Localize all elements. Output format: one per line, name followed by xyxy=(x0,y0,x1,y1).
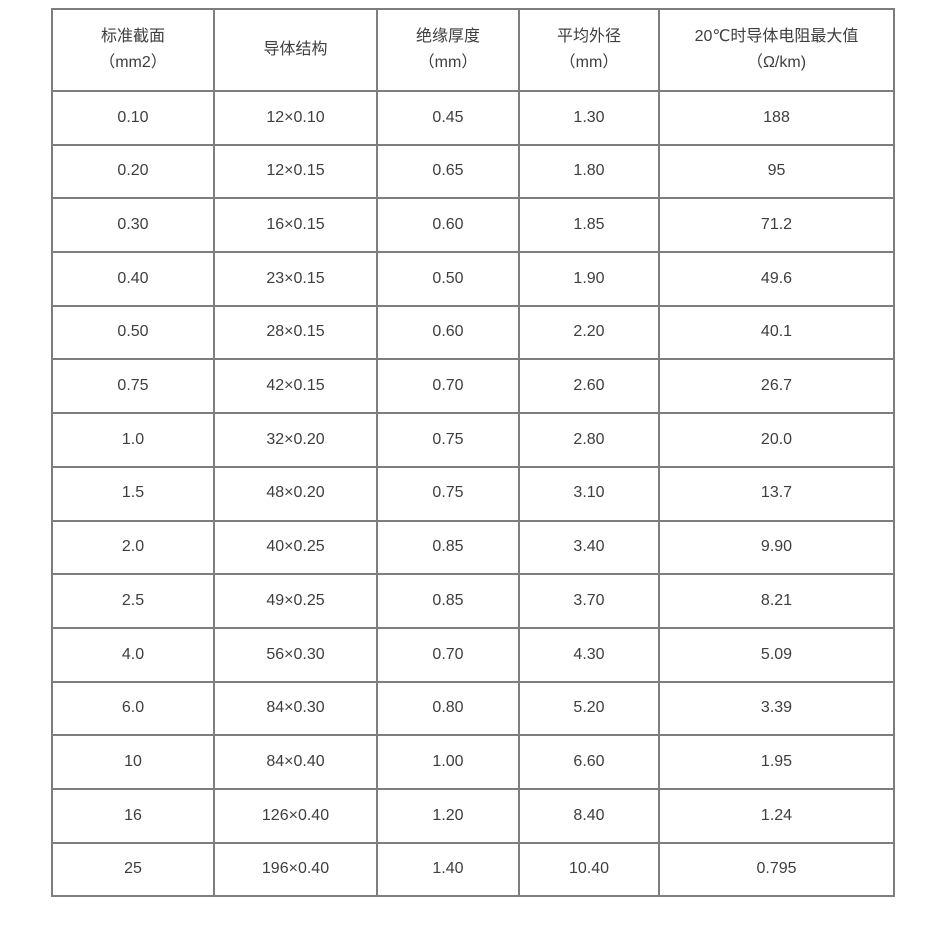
table-row: 1.0 32×0.20 0.75 2.80 20.0 xyxy=(51,412,895,468)
table-cell: 0.75 xyxy=(376,465,520,522)
table-cell: 49.6 xyxy=(658,251,895,307)
table-row: 2.0 40×0.25 0.85 3.40 9.90 xyxy=(51,519,895,576)
table-cell: 10.40 xyxy=(518,841,660,898)
table-cell: 188 xyxy=(658,90,895,146)
table-cell: 6.60 xyxy=(518,734,660,790)
table-cell: 0.85 xyxy=(376,519,520,576)
table-cell: 12×0.10 xyxy=(213,90,378,146)
table-row: 4.0 56×0.30 0.70 4.30 5.09 xyxy=(51,626,895,683)
column-header-max-conductor-resistance: 20℃时导体电阻最大值 （Ω/km) xyxy=(658,8,895,92)
column-header-standard-section: 标准截面 （mm2） xyxy=(51,8,215,92)
table-cell: 2.0 xyxy=(51,519,215,576)
table-cell: 42×0.15 xyxy=(213,358,378,415)
table-cell: 3.40 xyxy=(518,519,660,576)
table-row: 0.10 12×0.10 0.45 1.30 188 xyxy=(51,90,895,146)
table-cell: 84×0.30 xyxy=(213,680,378,737)
table-cell: 84×0.40 xyxy=(213,734,378,790)
table-row: 0.50 28×0.15 0.60 2.20 40.1 xyxy=(51,304,895,361)
table-cell: 196×0.40 xyxy=(213,841,378,898)
table-cell: 0.45 xyxy=(376,90,520,146)
table-cell: 0.75 xyxy=(376,412,520,468)
table-row: 16 126×0.40 1.20 8.40 1.24 xyxy=(51,787,895,844)
table-cell: 2.80 xyxy=(518,412,660,468)
table-cell: 0.60 xyxy=(376,197,520,254)
table-row: 0.40 23×0.15 0.50 1.90 49.6 xyxy=(51,251,895,307)
table-cell: 0.65 xyxy=(376,143,520,200)
table-cell: 40.1 xyxy=(658,304,895,361)
table-cell: 48×0.20 xyxy=(213,465,378,522)
table-cell: 16×0.15 xyxy=(213,197,378,254)
table-cell: 1.00 xyxy=(376,734,520,790)
table-header-row: 标准截面 （mm2） 导体结构 绝缘厚度 （mm） 平均外径 （mm） 20℃时… xyxy=(51,8,895,92)
column-header-insulation-thickness: 绝缘厚度 （mm） xyxy=(376,8,520,92)
page: 标准截面 （mm2） 导体结构 绝缘厚度 （mm） 平均外径 （mm） 20℃时… xyxy=(51,8,895,898)
column-header-average-outer-diameter: 平均外径 （mm） xyxy=(518,8,660,92)
table-cell: 0.40 xyxy=(51,251,215,307)
table-cell: 0.30 xyxy=(51,197,215,254)
table-cell: 1.90 xyxy=(518,251,660,307)
table-cell: 1.80 xyxy=(518,143,660,200)
table-cell: 1.24 xyxy=(658,787,895,844)
table-cell: 0.80 xyxy=(376,680,520,737)
table-cell: 0.75 xyxy=(51,358,215,415)
table-cell: 0.10 xyxy=(51,90,215,146)
table-cell: 23×0.15 xyxy=(213,251,378,307)
table-cell: 4.30 xyxy=(518,626,660,683)
table-cell: 6.0 xyxy=(51,680,215,737)
table-cell: 56×0.30 xyxy=(213,626,378,683)
table-body: 0.10 12×0.10 0.45 1.30 188 0.20 12×0.15 0.65 1.8… xyxy=(51,90,895,898)
table-row: 0.75 42×0.15 0.70 2.60 26.7 xyxy=(51,358,895,415)
table-cell: 49×0.25 xyxy=(213,573,378,629)
table-cell: 8.40 xyxy=(518,787,660,844)
table-cell: 40×0.25 xyxy=(213,519,378,576)
table-cell: 1.95 xyxy=(658,734,895,790)
table-row: 6.0 84×0.30 0.80 5.20 3.39 xyxy=(51,680,895,737)
table-cell: 1.20 xyxy=(376,787,520,844)
table-row: 0.30 16×0.15 0.60 1.85 71.2 xyxy=(51,197,895,254)
table-cell: 2.20 xyxy=(518,304,660,361)
table-cell: 1.40 xyxy=(376,841,520,898)
table-cell: 0.50 xyxy=(51,304,215,361)
table-row: 2.5 49×0.25 0.85 3.70 8.21 xyxy=(51,573,895,629)
table-cell: 0.60 xyxy=(376,304,520,361)
table-cell: 3.70 xyxy=(518,573,660,629)
table-row: 0.20 12×0.15 0.65 1.80 95 xyxy=(51,143,895,200)
table-cell: 10 xyxy=(51,734,215,790)
table-cell: 20.0 xyxy=(658,412,895,468)
table-cell: 2.5 xyxy=(51,573,215,629)
table-cell: 9.90 xyxy=(658,519,895,576)
table-cell: 2.60 xyxy=(518,358,660,415)
table-cell: 13.7 xyxy=(658,465,895,522)
table-cell: 3.39 xyxy=(658,680,895,737)
table-cell: 1.85 xyxy=(518,197,660,254)
table-cell: 5.20 xyxy=(518,680,660,737)
column-header-conductor-structure: 导体结构 xyxy=(213,8,378,92)
wire-spec-table: 标准截面 （mm2） 导体结构 绝缘厚度 （mm） 平均外径 （mm） 20℃时… xyxy=(51,8,895,898)
table-cell: 0.50 xyxy=(376,251,520,307)
table-row: 10 84×0.40 1.00 6.60 1.95 xyxy=(51,734,895,790)
table-cell: 0.70 xyxy=(376,626,520,683)
table-cell: 28×0.15 xyxy=(213,304,378,361)
table-cell: 5.09 xyxy=(658,626,895,683)
table-cell: 95 xyxy=(658,143,895,200)
table-cell: 1.5 xyxy=(51,465,215,522)
table-row: 1.5 48×0.20 0.75 3.10 13.7 xyxy=(51,465,895,522)
table-cell: 0.70 xyxy=(376,358,520,415)
table-cell: 4.0 xyxy=(51,626,215,683)
table-cell: 8.21 xyxy=(658,573,895,629)
table-cell: 3.10 xyxy=(518,465,660,522)
table-cell: 32×0.20 xyxy=(213,412,378,468)
table-cell: 0.20 xyxy=(51,143,215,200)
table-cell: 71.2 xyxy=(658,197,895,254)
table-cell: 126×0.40 xyxy=(213,787,378,844)
table-cell: 1.0 xyxy=(51,412,215,468)
table-cell: 12×0.15 xyxy=(213,143,378,200)
table-cell: 0.795 xyxy=(658,841,895,898)
table-row: 25 196×0.40 1.40 10.40 0.795 xyxy=(51,841,895,898)
table-cell: 16 xyxy=(51,787,215,844)
table-cell: 0.85 xyxy=(376,573,520,629)
table-cell: 25 xyxy=(51,841,215,898)
table-cell: 26.7 xyxy=(658,358,895,415)
table-cell: 1.30 xyxy=(518,90,660,146)
